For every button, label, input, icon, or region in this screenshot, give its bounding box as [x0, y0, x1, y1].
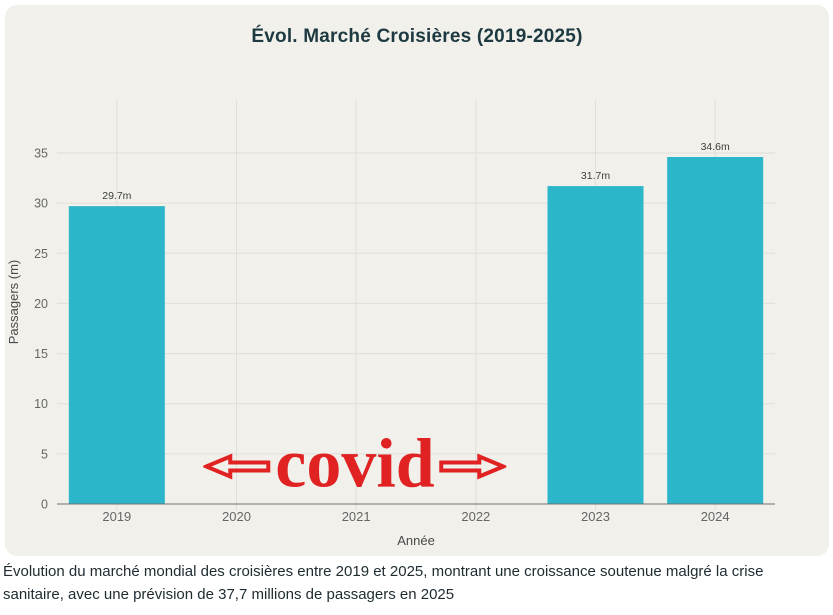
- y-axis-title: Passagers (m): [6, 260, 21, 345]
- x-tick-label: 2024: [701, 509, 730, 524]
- x-tick-label: 2021: [342, 509, 371, 524]
- bar-2019: [68, 206, 165, 504]
- covid-left-arrow-icon: [203, 449, 271, 479]
- y-tick-label: 30: [34, 197, 48, 211]
- y-tick-label: 20: [34, 297, 48, 311]
- x-tick-label: 2019: [102, 509, 131, 524]
- chart-card: Évol. Marché Croisières (2019-2025) 29.7…: [5, 5, 829, 556]
- x-tick-label: 2022: [461, 509, 490, 524]
- bar-value-label: 31.7m: [581, 170, 610, 182]
- y-tick-label: 35: [34, 147, 48, 161]
- bar-value-label: 29.7m: [102, 190, 131, 202]
- x-tick-label: 2020: [222, 509, 251, 524]
- x-tick-label: 2023: [581, 509, 610, 524]
- chart-caption: Évolution du marché mondial des croisièr…: [3, 563, 764, 603]
- covid-annotation: covid: [203, 425, 507, 503]
- y-tick-label: 0: [41, 498, 48, 512]
- bar-value-label: 34.6m: [701, 141, 730, 153]
- covid-label: covid: [275, 425, 435, 503]
- bar-2024: [667, 157, 764, 505]
- y-tick-label: 25: [34, 247, 48, 261]
- y-tick-label: 5: [41, 447, 48, 461]
- chart-title: Évol. Marché Croisières (2019-2025): [251, 26, 583, 47]
- y-tick-label: 15: [34, 347, 48, 361]
- y-tick-label: 10: [34, 397, 48, 411]
- x-axis-title: Année: [397, 533, 435, 548]
- bar-2023: [547, 186, 644, 504]
- chart-plot: 29.7m 31.7m 34.6m 0 5 10 15 20 25 30 35 2019 2020 202…: [6, 100, 775, 548]
- covid-right-arrow-icon: [439, 449, 507, 479]
